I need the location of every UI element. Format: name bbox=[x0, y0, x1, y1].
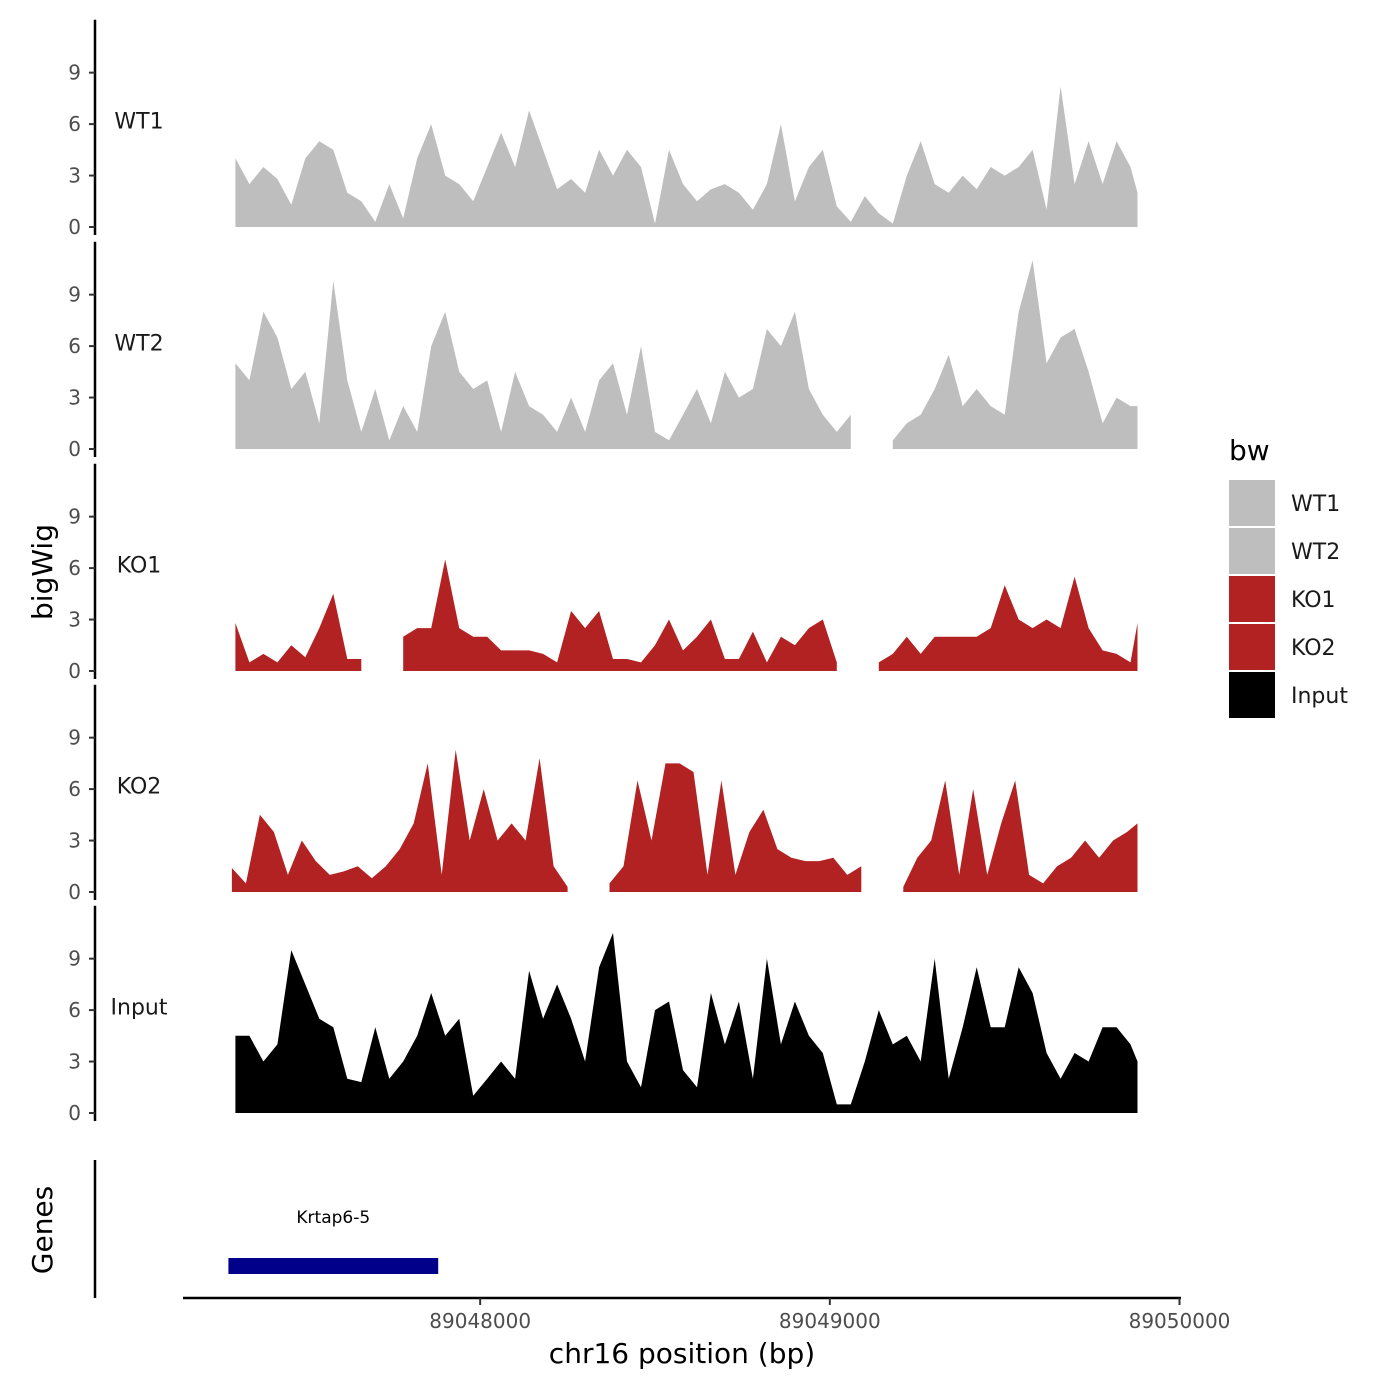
y-tick-label: 3 bbox=[68, 608, 81, 632]
area-wt2 bbox=[892, 260, 1138, 449]
area-ko1 bbox=[235, 593, 362, 671]
area-ko1 bbox=[878, 576, 1138, 671]
y-tick-label: 0 bbox=[68, 659, 81, 683]
area-ko2 bbox=[231, 749, 568, 892]
gene-bar-krtap6-5 bbox=[228, 1258, 439, 1274]
y-tick-label: 9 bbox=[68, 505, 81, 529]
legend-label: KO1 bbox=[1291, 588, 1336, 613]
y-tick-label: 3 bbox=[68, 164, 81, 188]
track-wt1: 0 3 6 9 WT1 bbox=[68, 19, 1138, 239]
legend-label: WT1 bbox=[1291, 492, 1340, 517]
y-tick-label: 6 bbox=[68, 112, 81, 136]
y-tick-label: 9 bbox=[68, 726, 81, 750]
area-ko2 bbox=[609, 763, 862, 892]
y-tick-label: 9 bbox=[68, 61, 81, 85]
track-ko2: 0 3 6 9 KO2 bbox=[68, 684, 1138, 904]
genes-axis-title: Genes bbox=[26, 1186, 59, 1274]
track-wt2: 0 3 6 9 WT2 bbox=[68, 241, 1138, 461]
legend-swatch-ko1 bbox=[1229, 576, 1275, 622]
area-wt2 bbox=[235, 280, 851, 449]
legend: bw WT1 WT2 KO1 KO2 Input bbox=[1229, 434, 1348, 718]
track-label: KO1 bbox=[117, 554, 162, 579]
x-axis: 89048000 89049000 89050000 bbox=[183, 1296, 1231, 1333]
y-tick-label: 0 bbox=[68, 215, 81, 239]
y-tick-label: 0 bbox=[68, 1101, 81, 1125]
area-ko2 bbox=[903, 780, 1138, 892]
y-tick-label: 9 bbox=[68, 947, 81, 971]
legend-title: bw bbox=[1229, 434, 1270, 467]
legend-swatch-ko2 bbox=[1229, 624, 1275, 670]
y-tick-label: 0 bbox=[68, 437, 81, 461]
x-tick-label: 89049000 bbox=[779, 1309, 881, 1333]
legend-swatch-wt1 bbox=[1229, 480, 1275, 526]
y-tick-label: 3 bbox=[68, 386, 81, 410]
y-tick-label: 6 bbox=[68, 998, 81, 1022]
track-label: WT1 bbox=[114, 110, 163, 135]
y-tick-label: 0 bbox=[68, 880, 81, 904]
x-tick-label: 89050000 bbox=[1129, 1309, 1231, 1333]
y-tick-label: 6 bbox=[68, 556, 81, 580]
legend-label: WT2 bbox=[1291, 540, 1340, 565]
y-tick-label: 3 bbox=[68, 1050, 81, 1074]
legend-label: Input bbox=[1291, 684, 1348, 709]
gene-label: Krtap6-5 bbox=[296, 1208, 370, 1228]
track-input: 0 3 6 9 Input bbox=[68, 905, 1138, 1125]
track-label: Input bbox=[111, 996, 168, 1021]
area-input bbox=[235, 932, 1138, 1113]
track-ko1: 0 3 6 9 KO1 bbox=[68, 463, 1138, 683]
track-label: KO2 bbox=[117, 775, 162, 800]
legend-swatch-input bbox=[1229, 672, 1275, 718]
x-axis-title: chr16 position (bp) bbox=[549, 1337, 815, 1370]
area-ko1 bbox=[403, 559, 837, 671]
y-tick-label: 3 bbox=[68, 829, 81, 853]
x-tick-label: 89048000 bbox=[429, 1309, 531, 1333]
y-tick-label: 9 bbox=[68, 283, 81, 307]
y-tick-label: 6 bbox=[68, 334, 81, 358]
y-tick-label: 6 bbox=[68, 777, 81, 801]
genes-panel: Krtap6-5 bbox=[93, 1160, 439, 1298]
area-wt1 bbox=[235, 86, 1138, 228]
legend-label: KO2 bbox=[1291, 636, 1336, 661]
legend-swatch-wt2 bbox=[1229, 528, 1275, 574]
y-axis-title: bigWig bbox=[26, 524, 59, 620]
track-panels: 0 3 6 9 WT1 0 3 6 9 WT2 0 3 6 9 KO1 0 3 6 9 KO2 0 3 6 9 Input bbox=[68, 19, 1138, 1125]
track-label: WT2 bbox=[114, 332, 163, 357]
